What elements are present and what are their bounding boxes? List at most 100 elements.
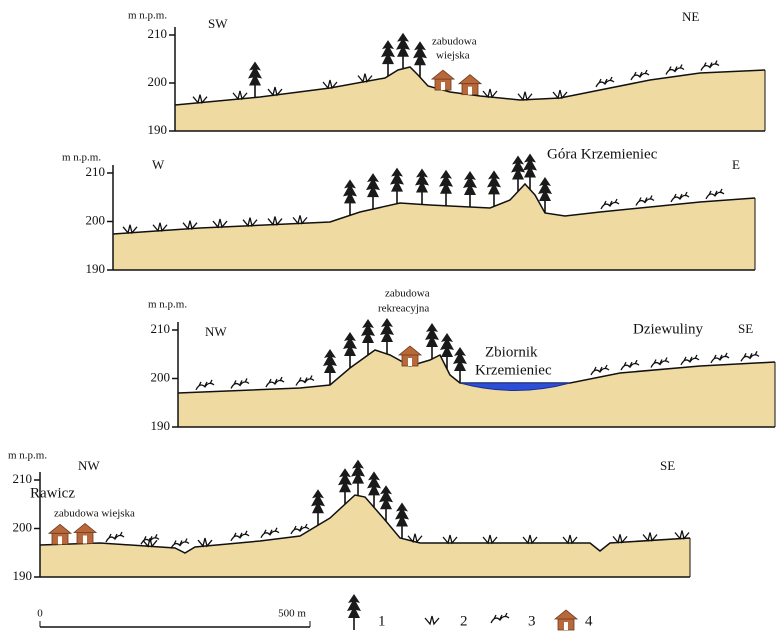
- annotation: zabudowa: [385, 288, 430, 300]
- house-roof: [459, 75, 481, 84]
- direction-right: SE: [660, 458, 675, 473]
- axis-label: m n.p.m.: [128, 10, 167, 22]
- shrub: [106, 532, 124, 542]
- grass: [483, 535, 497, 543]
- profiles-figure: m n.p.m. SW NE zabudowa wiejska 21020019…: [0, 0, 776, 636]
- house-roof: [399, 346, 421, 355]
- direction-right: SE: [738, 321, 753, 336]
- axis-label: m n.p.m.: [8, 450, 47, 462]
- grass: [123, 225, 137, 233]
- tree-crown: [440, 333, 454, 357]
- tree-crown: [395, 503, 409, 527]
- tree-crown: [343, 179, 357, 203]
- axis-label: m n.p.m.: [148, 299, 187, 311]
- tree-crown: [311, 489, 325, 513]
- tree-crown: [511, 155, 525, 179]
- annotation: Rawicz: [30, 485, 75, 501]
- annotation: wiejska: [436, 50, 470, 62]
- grass: [293, 215, 307, 223]
- tick-label: 200: [148, 74, 168, 89]
- tick-label: 210: [151, 321, 171, 336]
- shrub: [741, 351, 759, 361]
- tree-crown: [538, 177, 552, 201]
- shrub: [231, 531, 249, 541]
- house-roof: [74, 524, 96, 533]
- shrub: [636, 196, 654, 206]
- shrub: [631, 70, 649, 80]
- shrub: [711, 353, 729, 363]
- grass: [563, 535, 577, 543]
- tree-crown: [323, 349, 337, 373]
- grass: [675, 531, 689, 539]
- grass: [213, 219, 227, 227]
- shrub: [701, 61, 719, 71]
- tick-label: 210: [148, 26, 168, 41]
- tick-label: 200: [86, 212, 106, 227]
- grass: [518, 92, 532, 100]
- direction-right: E: [732, 157, 740, 172]
- direction-left: W: [152, 157, 165, 172]
- tree-crown: [351, 460, 365, 484]
- tree-crown: [453, 347, 467, 371]
- tick-label: 190: [151, 418, 171, 433]
- tick-label: 200: [13, 519, 33, 534]
- direction-right: NE: [682, 9, 699, 24]
- tree-crown: [413, 41, 427, 65]
- tree-crown: [338, 468, 352, 492]
- shrub: [671, 192, 689, 202]
- shrub: [706, 189, 724, 199]
- grass: [153, 223, 167, 231]
- house-door: [58, 536, 62, 544]
- grass: [613, 534, 627, 542]
- annotation: Krzemieniec: [475, 362, 552, 378]
- profile-3: m n.p.m. NW SE zabudowa rekreacyjna Zbio…: [148, 288, 775, 433]
- shrub: [621, 360, 639, 370]
- tree-crown: [380, 318, 394, 342]
- tree-crown: [367, 471, 381, 495]
- tick-label: 200: [151, 369, 171, 384]
- shrub: [231, 378, 249, 388]
- axis-label: m n.p.m.: [62, 152, 101, 164]
- annotation: Dziewuliny: [633, 321, 703, 337]
- tick-label: 190: [13, 568, 33, 583]
- tree-crown: [415, 168, 429, 192]
- house-door: [468, 87, 472, 95]
- shrub: [296, 376, 314, 386]
- house-roof: [49, 524, 71, 533]
- shrub: [601, 199, 619, 209]
- scale-start: 0: [37, 608, 43, 620]
- shrub: [261, 528, 279, 538]
- shrub: [141, 534, 159, 544]
- house-roof: [555, 610, 577, 619]
- grass: [523, 535, 537, 543]
- shrub: [681, 355, 699, 365]
- tree-crown: [343, 332, 357, 356]
- annotation: rekreacyjna: [378, 303, 429, 315]
- direction-left: NW: [205, 324, 227, 339]
- legend-label: 1: [378, 613, 386, 629]
- shrub: [666, 65, 684, 75]
- annotation: zabudowa: [432, 36, 477, 48]
- shrub: [651, 358, 669, 368]
- tree-crown: [366, 173, 380, 197]
- house-door: [441, 82, 445, 90]
- tree-crown: [396, 33, 410, 57]
- tree-crown: [487, 170, 501, 194]
- shrub: [596, 77, 614, 87]
- legend-label: 3: [528, 613, 536, 629]
- tick-label: 210: [13, 471, 33, 486]
- tree-crown: [523, 154, 537, 178]
- shrub: [491, 613, 509, 623]
- house-door: [408, 358, 412, 366]
- shrub: [171, 539, 189, 549]
- legend: 1 2 3 4: [347, 594, 593, 630]
- grass: [425, 616, 439, 624]
- annotation: Zbiornik: [485, 344, 538, 360]
- grass: [643, 533, 657, 541]
- tick-label: 190: [148, 122, 168, 137]
- terrain: [40, 495, 690, 577]
- tree-crown: [361, 319, 375, 343]
- shrub: [266, 377, 284, 387]
- profile-1: m n.p.m. SW NE zabudowa wiejska 21020019…: [128, 9, 765, 137]
